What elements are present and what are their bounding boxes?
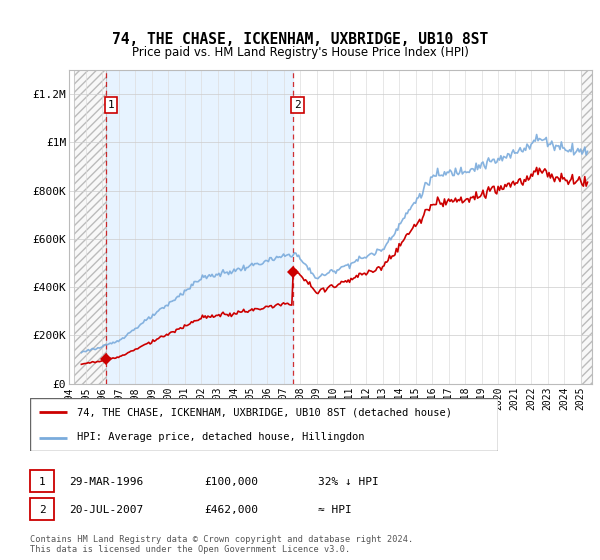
Text: 1: 1 bbox=[38, 477, 46, 487]
Text: 1: 1 bbox=[107, 100, 114, 110]
Text: £462,000: £462,000 bbox=[204, 505, 258, 515]
Bar bbox=[74, 70, 106, 384]
Text: 74, THE CHASE, ICKENHAM, UXBRIDGE, UB10 8ST: 74, THE CHASE, ICKENHAM, UXBRIDGE, UB10 … bbox=[112, 32, 488, 48]
Text: 74, THE CHASE, ICKENHAM, UXBRIDGE, UB10 8ST (detached house): 74, THE CHASE, ICKENHAM, UXBRIDGE, UB10 … bbox=[77, 408, 452, 418]
Text: £100,000: £100,000 bbox=[204, 477, 258, 487]
Bar bbox=[106, 70, 293, 384]
Bar bbox=[581, 70, 592, 384]
Text: HPI: Average price, detached house, Hillingdon: HPI: Average price, detached house, Hill… bbox=[77, 432, 364, 442]
Text: Price paid vs. HM Land Registry's House Price Index (HPI): Price paid vs. HM Land Registry's House … bbox=[131, 46, 469, 59]
Bar bbox=[581, 70, 592, 384]
Text: 32% ↓ HPI: 32% ↓ HPI bbox=[318, 477, 379, 487]
Text: ≈ HPI: ≈ HPI bbox=[318, 505, 352, 515]
Text: Contains HM Land Registry data © Crown copyright and database right 2024.
This d: Contains HM Land Registry data © Crown c… bbox=[30, 535, 413, 554]
Text: 2: 2 bbox=[294, 100, 301, 110]
Text: 29-MAR-1996: 29-MAR-1996 bbox=[69, 477, 143, 487]
Bar bbox=[74, 70, 106, 384]
Text: 2: 2 bbox=[38, 505, 46, 515]
Text: 20-JUL-2007: 20-JUL-2007 bbox=[69, 505, 143, 515]
